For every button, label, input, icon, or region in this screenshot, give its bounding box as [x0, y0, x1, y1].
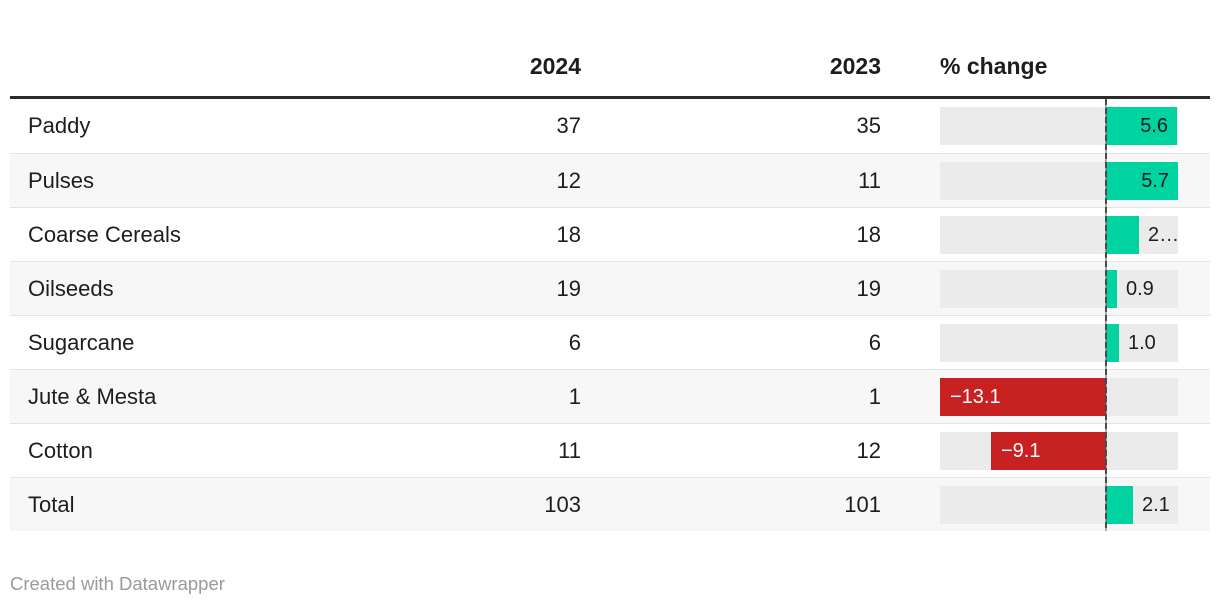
percent-change-bar-cell: −13.1: [940, 378, 1178, 416]
change-value-label: 1.0: [1128, 332, 1156, 354]
value-2023: 101: [844, 492, 881, 517]
change-value-label: 2…: [1148, 224, 1180, 246]
change-value-label: −13.1: [950, 386, 1001, 408]
table-row: Sugarcane 6 6 1.0: [10, 315, 1210, 369]
percent-change-bar-cell: −9.1: [940, 432, 1178, 470]
row-label: Coarse Cereals: [28, 222, 181, 247]
percent-change-bar-cell: 5.6: [940, 107, 1178, 145]
value-2024: 37: [556, 113, 581, 138]
value-2023: 6: [868, 330, 881, 355]
change-value-label: 5.6: [1140, 115, 1168, 137]
positive-change-bar: [1106, 270, 1117, 308]
value-2024: 11: [558, 438, 581, 463]
positive-change-bar: [1106, 324, 1119, 362]
table-header-row: 2024 2023 % change: [10, 0, 1210, 99]
row-label: Jute & Mesta: [28, 384, 157, 409]
positive-change-bar: [1106, 216, 1139, 254]
row-label: Paddy: [28, 113, 91, 138]
percent-change-bar-cell: 0.9: [940, 270, 1178, 308]
value-2024: 103: [544, 492, 581, 517]
table-row: Coarse Cereals 18 18 2…: [10, 207, 1210, 261]
positive-change-bar: [1106, 107, 1177, 145]
row-label: Pulses: [28, 168, 95, 193]
attribution: Created with Datawrapper: [10, 573, 225, 595]
percent-change-bar-cell: 2.1: [940, 486, 1178, 524]
table: 2024 2023 % change Paddy 37 35 5.6 Pulses 12 1…: [10, 0, 1210, 531]
value-2024: 1: [568, 384, 581, 409]
positive-change-bar: [1106, 486, 1133, 524]
table-row: Cotton 11 12 −9.1: [10, 423, 1210, 477]
value-2023: 1: [868, 384, 881, 409]
change-value-label: 0.9: [1126, 278, 1154, 300]
change-value-label: −9.1: [1001, 440, 1041, 462]
bar-track: [940, 270, 1178, 308]
value-2023: 11: [858, 168, 881, 193]
change-value-label: 2.1: [1142, 494, 1170, 516]
row-label: Total: [28, 492, 75, 517]
value-2023: 18: [856, 222, 881, 247]
row-label: Sugarcane: [28, 330, 135, 355]
table-row: Total 103 101 2.1: [10, 477, 1210, 531]
negative-change-bar: [940, 378, 1106, 416]
bar-track: [940, 486, 1178, 524]
datawrapper-credit-link[interactable]: Created with Datawrapper: [10, 573, 225, 594]
value-2023: 35: [856, 113, 881, 138]
change-value-label: 5.7: [1141, 170, 1169, 192]
value-2024: 6: [568, 330, 581, 355]
table-body: Paddy 37 35 5.6 Pulses 12 11 5.7 Coarse Cereals 1…: [10, 99, 1210, 531]
bar-track: [940, 324, 1178, 362]
zero-axis-line: [1105, 99, 1107, 531]
percent-change-bar-cell: 1.0: [940, 324, 1178, 362]
value-2024: 19: [556, 276, 581, 301]
value-2023: 19: [856, 276, 881, 301]
percent-change-bar-cell: 5.7: [940, 162, 1178, 200]
value-2023: 12: [856, 438, 881, 463]
percent-change-bar-cell: 2…: [940, 216, 1180, 254]
column-header-2023: 2023: [829, 53, 881, 79]
table-row: Oilseeds 19 19 0.9: [10, 261, 1210, 315]
table-row: Paddy 37 35 5.6: [10, 99, 1210, 153]
value-2024: 12: [556, 168, 581, 193]
column-header-percent-change: % change: [940, 53, 1048, 79]
table-row: Pulses 12 11 5.7: [10, 153, 1210, 207]
value-2024: 18: [556, 222, 581, 247]
bar-track: [940, 216, 1178, 254]
positive-change-bar: [1106, 162, 1178, 200]
negative-change-bar: [991, 432, 1106, 470]
row-label: Cotton: [28, 438, 93, 463]
column-header-2024: 2024: [529, 53, 581, 79]
table-row: Jute & Mesta 1 1 −13.1: [10, 369, 1210, 423]
row-label: Oilseeds: [28, 276, 114, 301]
